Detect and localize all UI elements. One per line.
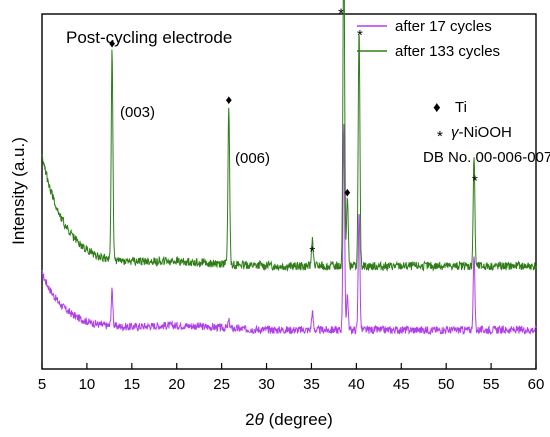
x-tick-label: 20 [168, 376, 185, 393]
x-tick-label: 55 [483, 376, 500, 393]
series-line-after-133-cycles [41, 0, 537, 273]
peak-label-006: (006) [235, 150, 270, 167]
x-tick-label: 30 [258, 376, 275, 393]
x-tick-label: 50 [438, 376, 455, 393]
ti-marker-icon: ♦ [433, 99, 441, 116]
phase-legend: ♦ Ti * γ-NiOOH DB No. 00-006-0075 [423, 99, 550, 166]
x-axis-label: 2θ (degree) [245, 410, 333, 429]
x-tick-label: 40 [348, 376, 365, 393]
series-line-after-17-cycles [41, 123, 537, 336]
ti-peak-marker-icon: ♦ [226, 92, 233, 107]
peak-markers: ♦ ♦ * * ♦ * * [109, 5, 478, 260]
nio-peak-marker-icon: * [472, 172, 478, 189]
x-tick-label: 15 [123, 376, 140, 393]
ti-peak-marker-icon: ♦ [109, 35, 116, 50]
x-tick-label: 10 [79, 376, 96, 393]
plot-frame [41, 13, 537, 370]
x-axis-ticks: 5 10 15 20 25 30 35 40 45 50 55 60 [38, 363, 545, 393]
x-tick-label: 25 [213, 376, 230, 393]
x-tick-label: 35 [303, 376, 320, 393]
chart-title: Post-cycling electrode [66, 28, 232, 47]
x-label-theta: θ [255, 410, 265, 429]
x-tick-label: 5 [38, 376, 46, 393]
nio-label: γ-NiOOH [451, 124, 512, 141]
ti-label: Ti [455, 99, 467, 116]
ti-peak-marker-icon: ♦ [344, 185, 351, 200]
x-tick-label: 60 [528, 376, 545, 393]
nio-peak-marker-icon: * [338, 5, 344, 22]
x-label-two: 2 [245, 410, 254, 429]
peak-label-003: (003) [120, 104, 155, 121]
nio-name: -NiOOH [459, 124, 512, 141]
legend-label-after-17-cycles: after 17 cycles [395, 18, 492, 35]
x-tick-label: 45 [393, 376, 410, 393]
nio-peak-marker-icon: * [357, 27, 363, 44]
nio-peak-marker-icon: * [309, 243, 315, 260]
x-label-unit: (degree) [264, 410, 333, 429]
y-axis-label: Intensity (a.u.) [9, 137, 28, 245]
db-number: DB No. 00-006-0075 [423, 149, 550, 166]
series-legend: after 17 cycles after 133 cycles [357, 18, 500, 60]
legend-label-after-133-cycles: after 133 cycles [395, 43, 500, 60]
nio-gamma: γ [451, 124, 460, 141]
nio-marker-icon: * [437, 128, 443, 145]
